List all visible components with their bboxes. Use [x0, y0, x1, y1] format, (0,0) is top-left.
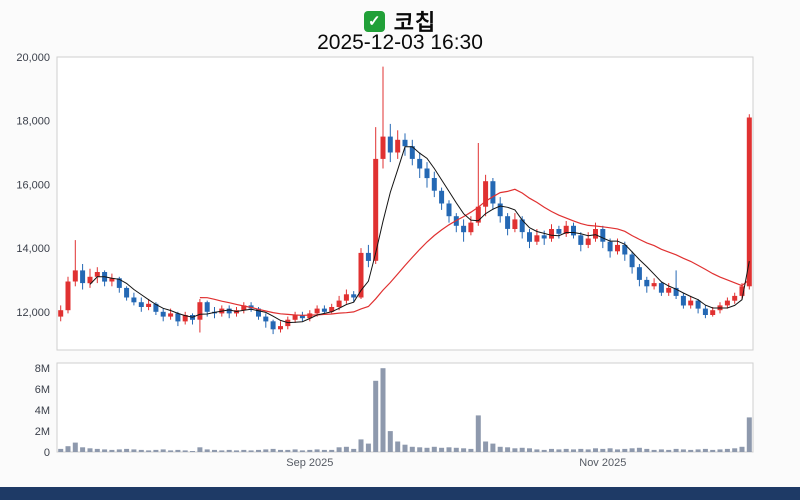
chart-datetime: 2025-12-03 16:30 — [317, 31, 483, 54]
chart-header: ✓ 코칩 — [0, 5, 800, 37]
svg-text:16,000: 16,000 — [16, 179, 50, 191]
svg-text:Sep 2025: Sep 2025 — [286, 457, 333, 469]
bottom-navy-bar — [0, 487, 800, 500]
stock-title: 코칩 — [393, 10, 437, 35]
svg-text:Nov 2025: Nov 2025 — [579, 457, 626, 469]
svg-text:0: 0 — [44, 447, 50, 459]
checked-checkbox-icon[interactable]: ✓ — [363, 10, 385, 32]
svg-text:18,000: 18,000 — [16, 116, 50, 128]
svg-text:20,000: 20,000 — [16, 52, 50, 64]
svg-text:6M: 6M — [35, 384, 50, 396]
svg-text:12,000: 12,000 — [16, 307, 50, 319]
svg-text:4M: 4M — [35, 405, 50, 417]
svg-text:14,000: 14,000 — [16, 243, 50, 255]
svg-text:2M: 2M — [35, 426, 50, 438]
svg-text:8M: 8M — [35, 363, 50, 375]
candlestick-volume-chart: 12,000 14,000 16,000 18,000 20,000 0 2M 4M 6M 8M S… — [16, 52, 754, 469]
